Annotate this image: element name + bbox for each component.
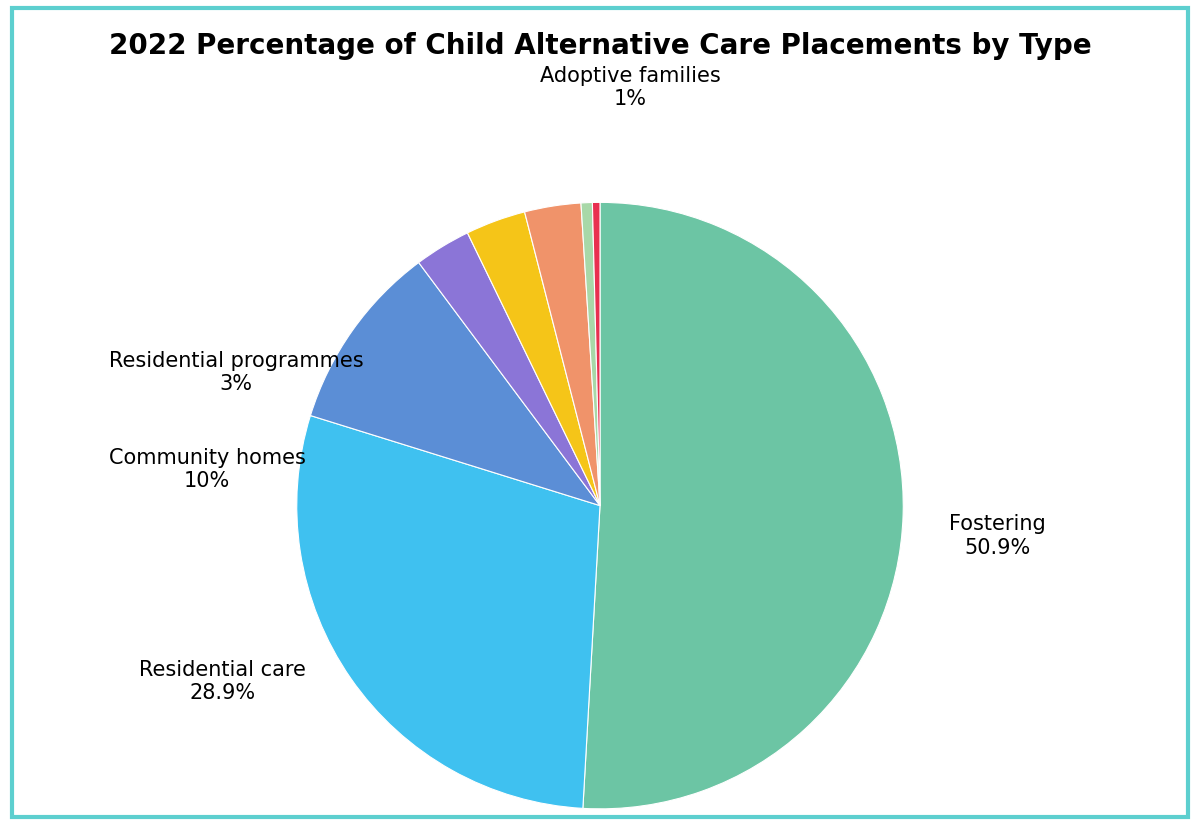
Wedge shape — [583, 202, 904, 808]
Text: Community homes
10%: Community homes 10% — [109, 448, 306, 491]
Wedge shape — [311, 262, 600, 506]
Text: Residential programmes
3%: Residential programmes 3% — [109, 351, 364, 394]
Wedge shape — [581, 202, 600, 506]
Title: 2022 Percentage of Child Alternative Care Placements by Type: 2022 Percentage of Child Alternative Car… — [109, 31, 1091, 59]
Wedge shape — [296, 416, 600, 808]
Text: Adoptive families
1%: Adoptive families 1% — [540, 65, 721, 109]
Wedge shape — [593, 202, 600, 506]
Wedge shape — [524, 203, 600, 506]
Wedge shape — [468, 212, 600, 506]
Text: Fostering
50.9%: Fostering 50.9% — [949, 514, 1045, 558]
Text: Residential care
28.9%: Residential care 28.9% — [139, 660, 306, 703]
Wedge shape — [419, 233, 600, 506]
